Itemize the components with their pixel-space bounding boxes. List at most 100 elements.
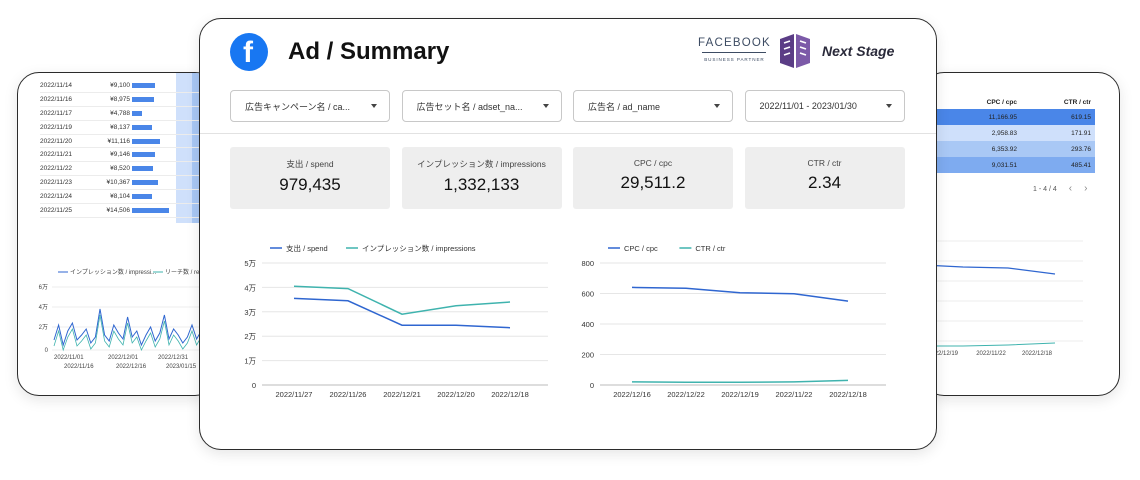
kpi-value: 1,332,133 (443, 175, 520, 194)
right-mini-chart: 2022/12/19 2022/11/22 2022/12/18 (923, 240, 1083, 357)
ad-name-filter[interactable]: 広告名 / ad_name (573, 90, 733, 122)
y-tick-label: 4万 (39, 304, 48, 311)
series-line (631, 379, 849, 384)
x-tick-label: 2022/12/20 (437, 390, 475, 399)
filter-label: 広告セット名 / adset_na... (416, 101, 523, 112)
row-date: 2022/11/22 (40, 165, 73, 173)
row-date: 2022/11/19 (40, 123, 73, 131)
x-tick-label: 2022/12/01 (108, 355, 139, 361)
kpi-label: 支出 / spend (286, 159, 334, 169)
chevron-down-icon (714, 104, 720, 108)
filter-label: 2022/11/01 - 2023/01/30 (759, 101, 857, 111)
row-bar (132, 96, 154, 102)
kpi-value: 979,435 (279, 175, 341, 194)
series-line (293, 285, 511, 315)
row-value: ¥8,520 (110, 165, 130, 173)
chevron-down-icon (885, 104, 892, 108)
table-row: 2022/11/25 ¥14,506 (40, 204, 216, 218)
x-tick-label: 2022/12/22 (667, 390, 705, 399)
left-preview-card: 2022/11/14 ¥9,100 2022/11/16 ¥8,975 2022/11/… (17, 72, 217, 396)
daily-spend-table: 2022/11/14 ¥9,100 2022/11/16 ¥8,975 2022/11/… (40, 79, 216, 218)
header-ctr: CTR / ctr (1063, 98, 1091, 106)
row-value: ¥14,506 (106, 206, 131, 214)
x-tick-label: 2022/12/18 (1022, 351, 1053, 357)
table-row: 9,031.51 485.41 (923, 157, 1095, 173)
kpi-row: 支出 / spend 979,435 インプレッション数 / impressio… (230, 147, 916, 209)
row-value: ¥9,100 (110, 81, 130, 89)
cpc-series (923, 264, 1056, 275)
table-header: CPC / cpc CTR / ctr (923, 95, 1095, 109)
pager-text: 1 - 4 / 4 (1033, 186, 1057, 193)
y-tick-label: 600 (581, 290, 594, 299)
kpi-spend: 支出 / spend 979,435 (230, 147, 390, 209)
y-tick-label: 4万 (244, 283, 256, 292)
row-bar (132, 138, 160, 144)
y-tick-label: 400 (581, 320, 594, 329)
campaign-filter[interactable]: 広告キャンペーン名 / ca... (230, 90, 390, 122)
adset-filter[interactable]: 広告セット名 / adset_na... (401, 90, 562, 122)
brand-name: Next Stage (822, 43, 895, 59)
kpi-ctr: CTR / ctr 2.34 (744, 147, 905, 209)
x-tick-label: 2022/11/01 (54, 355, 84, 361)
row-date: 2022/11/25 (40, 206, 73, 214)
x-tick-label: 2023/01/15 (166, 364, 197, 370)
row-date: 2022/11/21 (40, 151, 73, 159)
table-row: 2,958.83 171.91 (923, 125, 1095, 141)
row-bar (132, 110, 142, 116)
table-row: 2022/11/23 ¥10,367 (40, 176, 216, 191)
legend-label: CPC / cpc (624, 244, 658, 253)
row-value: ¥4,788 (110, 109, 130, 117)
x-tick-label: 2022/12/18 (491, 390, 529, 399)
facebook-partner-badge: FACEBOOK BUSINESS PARTNER (698, 37, 771, 62)
kpi-cpc: CPC / cpc 29,511.2 (573, 147, 733, 209)
cpc-ctr-table: CPC / cpc CTR / ctr 11,166.95 619.15 2,958… (923, 95, 1095, 173)
x-tick-label: 2022/12/31 (158, 355, 189, 361)
x-tick-label: 2022/11/22 (976, 351, 1006, 357)
row-bar (132, 194, 152, 200)
y-tick-label: 0 (252, 381, 256, 390)
y-tick-label: 1万 (244, 357, 256, 366)
y-tick-label: 0 (590, 381, 594, 390)
table-row: 6,353.92 293.76 (923, 141, 1095, 157)
cell-cpc: 2,958.83 (991, 129, 1017, 137)
table-row: 2022/11/19 ¥8,137 (40, 121, 216, 135)
row-date: 2022/11/23 (40, 179, 73, 187)
ad-summary-card: f Ad / Summary FACEBOOK BUSINESS PARTNER… (199, 18, 937, 450)
series-line (631, 286, 849, 302)
row-bar (132, 166, 153, 172)
row-bar (132, 124, 152, 130)
y-tick-label: 2万 (39, 324, 48, 331)
legend-impressions: インプレッション数 / impressi... (70, 268, 156, 276)
y-tick-label: 5万 (244, 259, 256, 268)
row-bar (132, 152, 155, 158)
facebook-icon: f (230, 33, 268, 71)
table-row: 2022/11/16 ¥8,975 (40, 93, 216, 107)
y-tick-label: 200 (581, 351, 594, 360)
chevron-right-icon[interactable]: › (1084, 183, 1088, 194)
cpc-ctr-chart: CPC / cpc CTR / ctr 800 600 400 200 0 2022/12/1… (581, 244, 886, 399)
kpi-value: 2.34 (807, 173, 842, 192)
reach-series (53, 314, 216, 352)
kpi-label: CTR / ctr (807, 158, 842, 168)
y-tick-label: 6万 (39, 284, 48, 291)
row-date: 2022/11/20 (40, 137, 73, 145)
ctr-series (923, 342, 1056, 347)
right-preview-card: CPC / cpc CTR / ctr 11,166.95 619.15 2,958… (922, 72, 1120, 396)
x-tick-label: 2022/11/22 (776, 390, 813, 399)
filter-label: 広告キャンペーン名 / ca... (245, 101, 351, 112)
chevron-left-icon[interactable]: ‹ (1068, 183, 1073, 194)
legend-label: インプレッション数 / impressions (362, 243, 476, 253)
table-row: 2022/11/14 ¥9,100 (40, 79, 216, 93)
x-tick-label: 2022/11/27 (276, 390, 313, 399)
legend-label: 支出 / spend (286, 243, 328, 253)
row-bar (132, 82, 155, 88)
x-tick-label: 2022/12/19 (928, 351, 959, 357)
chevron-down-icon (371, 104, 377, 108)
table-row: 2022/11/22 ¥8,520 (40, 162, 216, 177)
table-row: 11,166.95 619.15 (923, 109, 1095, 125)
y-tick-label: 2万 (244, 332, 256, 341)
date-range-filter[interactable]: 2022/11/01 - 2023/01/30 (744, 90, 905, 122)
table-row: 2022/11/20 ¥11,116 (40, 135, 216, 149)
cell-ctr: 485.41 (1071, 161, 1091, 169)
cell-ctr: 293.76 (1071, 145, 1091, 153)
